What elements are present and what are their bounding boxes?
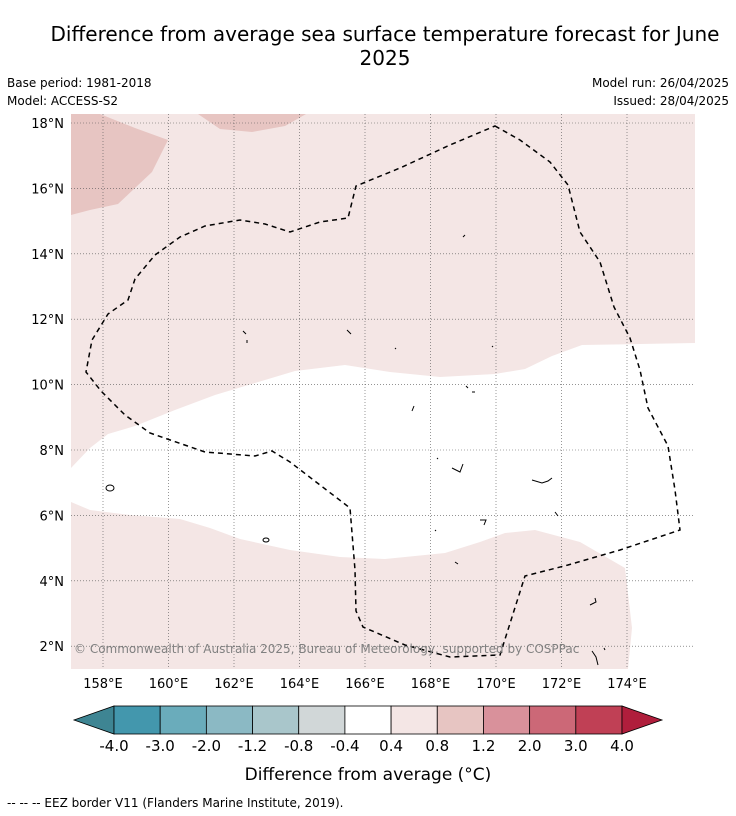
sst-anomaly-map: 18°N 16°N 14°N 12°N 10°N 8°N 6°N 4°N 2°N 158°E 16… xyxy=(31,114,695,692)
colorbar-label: Difference from average (°C) xyxy=(245,765,492,785)
colorbar-cell xyxy=(483,705,531,735)
colorbar-tick-label: 4.0 xyxy=(610,737,634,755)
colorbar-cell xyxy=(390,705,438,735)
longitude-label: 164°E xyxy=(280,677,320,692)
colorbar-tick-label: 0.8 xyxy=(425,737,449,755)
longitude-label: 170°E xyxy=(476,677,516,692)
colorbar-tick-label: -1.2 xyxy=(238,737,267,755)
colorbar-cell xyxy=(529,705,577,735)
latitude-label: 8°N xyxy=(40,444,65,459)
warm-anomaly-patch-nw xyxy=(71,114,168,215)
meta-left: Base period: 1981-2018 Model: ACCESS-S2 xyxy=(7,74,152,110)
meta-right: Model run: 26/04/2025 Issued: 28/04/2025 xyxy=(592,74,729,110)
colorbar-tick-label: -4.0 xyxy=(99,737,128,755)
map-plot-area xyxy=(71,114,695,669)
colorbar-tick-labels: -4.0 -3.0 -2.0 -1.2 -0.8 -0.4 0.4 0.8 1.2 2.0 3.0 4… xyxy=(99,737,634,755)
colorbar-cell xyxy=(344,705,392,735)
base-period: Base period: 1981-2018 xyxy=(7,76,152,90)
longitude-label: 158°E xyxy=(83,677,123,692)
colorbar: -4.0 -3.0 -2.0 -1.2 -0.8 -0.4 0.4 0.8 1.2 2.0 3.0 4… xyxy=(72,705,664,785)
colorbar-tick-label: -0.4 xyxy=(330,737,359,755)
colorbar-tick-label: 0.4 xyxy=(379,737,403,755)
colorbar-cell xyxy=(298,705,346,735)
colorbar-over-arrow xyxy=(621,705,664,735)
graticule xyxy=(71,114,695,669)
islands xyxy=(105,234,606,666)
copyright-notice: © Commonwealth of Australia 2025, Bureau… xyxy=(74,642,579,656)
map-title: Difference from average sea surface temp… xyxy=(50,22,720,70)
colorbar-cell xyxy=(436,705,484,735)
colorbar-cell xyxy=(575,705,623,735)
latitude-label: 4°N xyxy=(40,575,65,590)
colorbar-tick-label: -2.0 xyxy=(192,737,221,755)
longitude-label: 162°E xyxy=(214,677,254,692)
colorbar-tick-label: 2.0 xyxy=(518,737,542,755)
latitude-label: 10°N xyxy=(31,379,64,394)
eez-source-note: -- -- -- EEZ border V11 (Flanders Marine… xyxy=(7,796,344,810)
neutral-anomaly-region xyxy=(71,343,695,669)
colorbar-tick-label: -3.0 xyxy=(146,737,175,755)
longitude-label: 160°E xyxy=(149,677,189,692)
latitude-label: 16°N xyxy=(31,182,64,197)
latitude-labels: 18°N 16°N 14°N 12°N 10°N 8°N 6°N 4°N 2°N xyxy=(31,117,64,655)
longitude-labels: 158°E 160°E 162°E 164°E 166°E 168°E 170°E 172°E… xyxy=(83,677,647,692)
longitude-label: 166°E xyxy=(345,677,385,692)
latitude-label: 18°N xyxy=(31,117,64,132)
colorbar-cell xyxy=(113,705,161,735)
model-name: Model: ACCESS-S2 xyxy=(7,94,119,108)
colorbar-under-arrow xyxy=(72,705,115,735)
colorbar-tick-label: 3.0 xyxy=(564,737,588,755)
colorbar-tick-label: 1.2 xyxy=(472,737,496,755)
longitude-label: 168°E xyxy=(411,677,451,692)
colorbar-tick-label: -0.8 xyxy=(284,737,313,755)
eez-border xyxy=(85,125,681,658)
model-run: Model run: 26/04/2025 xyxy=(591,76,729,90)
longitude-label: 174°E xyxy=(607,677,647,692)
colorbar-cell xyxy=(159,705,207,735)
latitude-label: 6°N xyxy=(40,509,65,524)
latitude-label: 14°N xyxy=(31,248,64,263)
colorbar-cells xyxy=(72,705,664,735)
latitude-label: 2°N xyxy=(40,640,65,655)
latitude-label: 12°N xyxy=(31,313,64,328)
longitude-label: 172°E xyxy=(542,677,582,692)
colorbar-cell xyxy=(252,705,300,735)
colorbar-cell xyxy=(205,705,253,735)
issued-date: Issued: 28/04/2025 xyxy=(613,94,729,108)
